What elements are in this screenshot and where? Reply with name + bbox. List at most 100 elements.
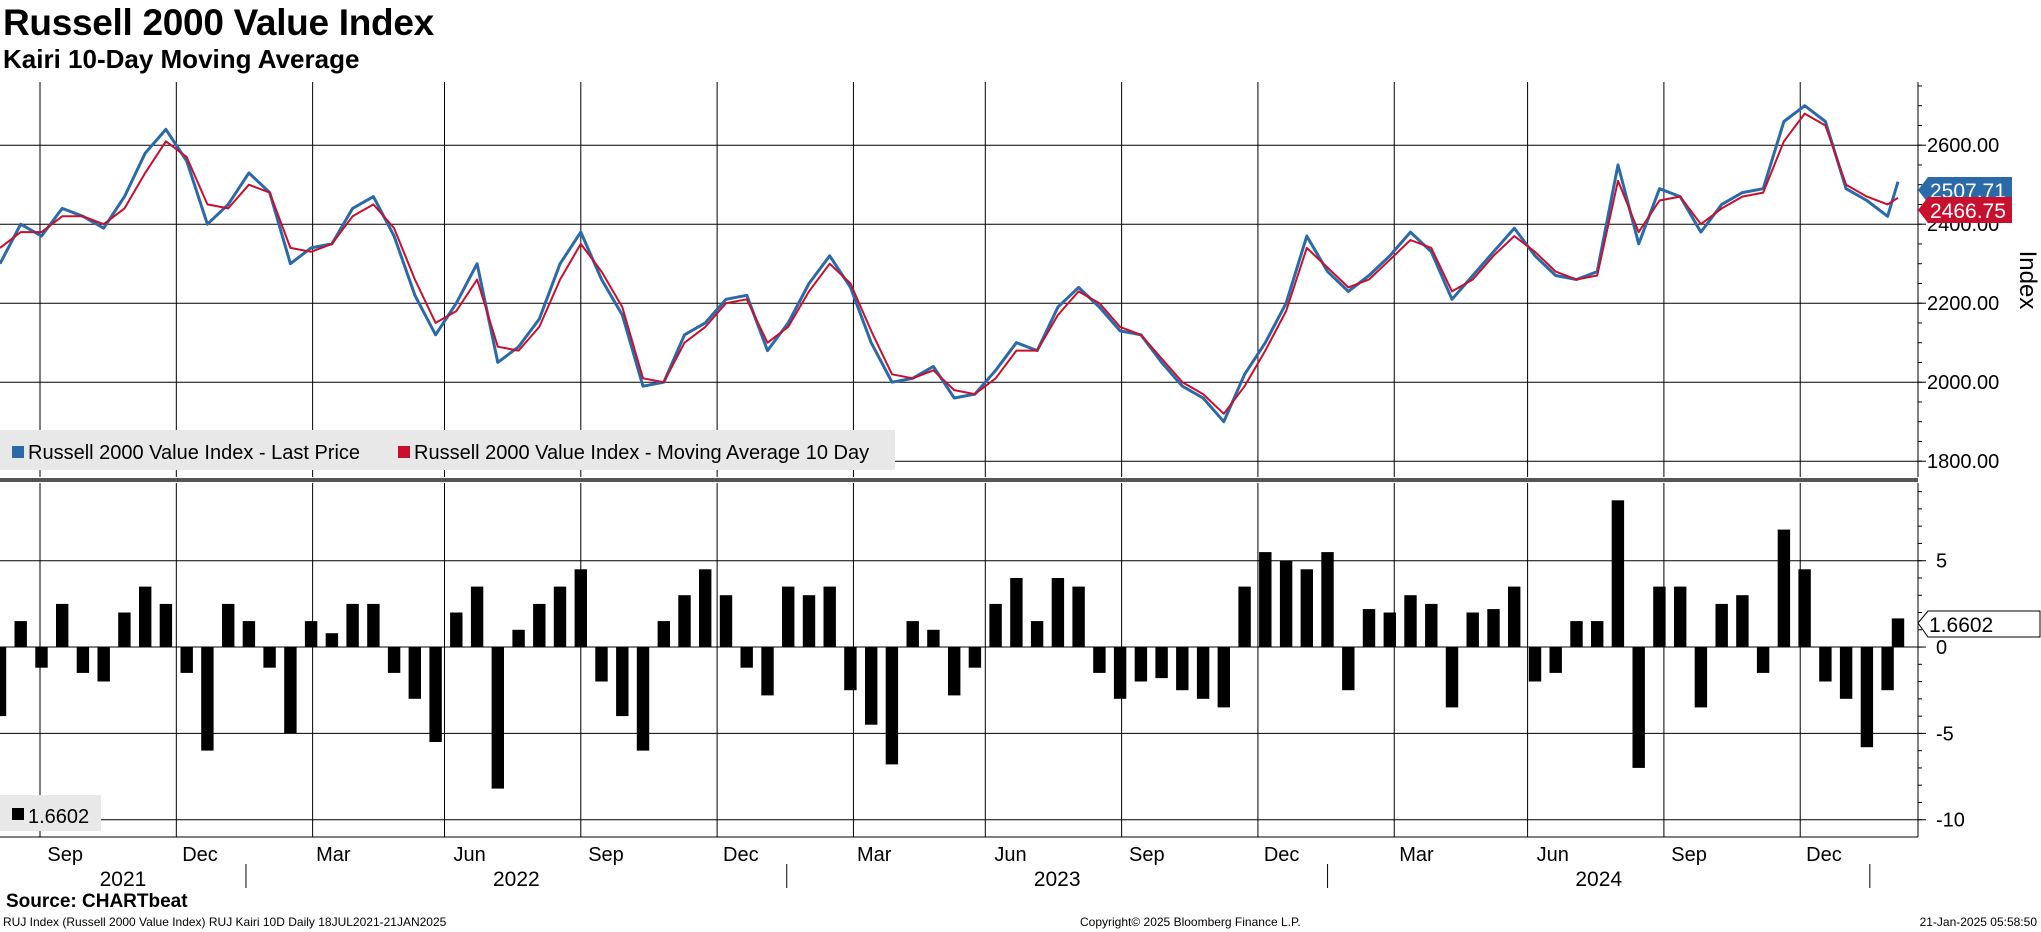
y-tick-label: 2000.00 (1927, 372, 1999, 394)
kairi-bar (761, 647, 774, 696)
kairi-bar (1155, 647, 1168, 679)
kairi-bar (636, 647, 650, 751)
kairi-bar (304, 621, 318, 647)
x-tick-label-year: 2023 (1034, 868, 1081, 891)
kairi-bar (533, 603, 546, 648)
kairi-bar (989, 603, 1002, 648)
legend-label-last-price: Russell 2000 Value Index - Last Price (28, 442, 360, 464)
kairi-bar (1383, 612, 1396, 647)
series-line-moving-average (0, 112, 1899, 415)
kairi-bar (263, 647, 276, 668)
y-tick-label: -10 (1936, 810, 1965, 832)
x-tick-label-year: 2021 (100, 868, 147, 891)
footer-security-description: RUJ Index (Russell 2000 Value Index) RUJ… (3, 915, 447, 929)
chart-title: Russell 2000 Value Index (3, 2, 434, 43)
kairi-bar (367, 603, 380, 648)
kairi-bar (1611, 500, 1625, 648)
kairi-bar (56, 603, 69, 648)
x-tick-label-month: Dec (1264, 844, 1300, 866)
y-tick-label: 2200.00 (1927, 293, 1999, 315)
footer-timestamp: 21-Jan-2025 05:58:50 (1919, 915, 2037, 929)
legend-swatch-moving-average (398, 446, 410, 458)
moving-average-tag-background (1918, 197, 2012, 223)
kairi-bar (1839, 647, 1853, 699)
kairi-bar (1466, 612, 1479, 647)
kairi-bar (1508, 586, 1521, 647)
legend-swatch-kairi (12, 808, 24, 820)
kairi-bar (1342, 647, 1355, 691)
kairi-bar (1113, 647, 1127, 699)
kairi-bar (159, 603, 173, 648)
kairi-bar (1259, 552, 1272, 648)
legend-label-moving-average: Russell 2000 Value Index - Moving Averag… (414, 442, 869, 464)
kairi-bar (1010, 578, 1023, 648)
kairi-bar (201, 647, 214, 751)
kairi-bar (1591, 621, 1604, 647)
kairi-bar (0, 647, 7, 717)
series-line-last-price (0, 104, 1900, 424)
x-tick-label-month: Jun (1537, 844, 1569, 866)
kairi-value-tag-background (1917, 610, 2041, 638)
kairi-bar (1300, 569, 1313, 647)
kairi-bar (429, 647, 442, 742)
kairi-bar (242, 621, 256, 647)
kairi-bar (1694, 647, 1708, 708)
kairi-bar (927, 629, 940, 648)
kairi-bar (1756, 647, 1770, 673)
last-price-tag-background (1918, 177, 2012, 203)
x-tick-label-year: 2022 (493, 868, 540, 891)
kairi-bar (823, 586, 836, 647)
kairi-bar (1362, 609, 1376, 648)
kairi-bar (346, 603, 359, 648)
kairi-bar (1279, 560, 1293, 647)
kairi-bar (699, 569, 712, 647)
kairi-bar (1238, 586, 1251, 647)
kairi-bar (678, 595, 691, 647)
kairi-bar (491, 647, 504, 789)
kairi-bar (1072, 586, 1085, 647)
kairi-bar (118, 612, 131, 647)
kairi-bar (1196, 647, 1210, 699)
kairi-bar (1528, 647, 1542, 682)
x-tick-label-month: Sep (1129, 844, 1165, 866)
kairi-bar (719, 595, 733, 647)
kairi-bar (35, 647, 48, 668)
kairi-bar (1487, 609, 1500, 648)
y-tick-label: -5 (1936, 723, 1954, 745)
source-note: Source: CHARTbeat (6, 891, 188, 912)
kairi-bar (1217, 647, 1230, 708)
x-tick-label-year: 2024 (1575, 868, 1622, 891)
kairi-bar (76, 647, 90, 673)
kairi-bar (1860, 647, 1874, 748)
y-tick-label: 1800.00 (1927, 451, 1999, 473)
kairi-bar (1570, 621, 1583, 647)
y-tick-label: 5 (1936, 551, 1947, 573)
kairi-bar (387, 647, 401, 673)
kairi-bar (450, 612, 463, 647)
legend-background (0, 430, 895, 470)
kairi-bar (1093, 647, 1106, 673)
kairi-bar (1777, 529, 1791, 647)
kairi-bar (802, 595, 816, 647)
x-tick-label-month: Jun (994, 844, 1026, 866)
kairi-bar (865, 647, 878, 725)
kairi-bar (408, 647, 421, 699)
kairi-bar (1632, 647, 1645, 768)
kairi-bar (1030, 621, 1044, 647)
kairi-bar (844, 647, 857, 691)
kairi-value-tag: 1.6602 (1929, 614, 1993, 637)
kairi-bar (1549, 647, 1562, 673)
kairi-bar (1891, 618, 1905, 648)
kairi-bar (948, 647, 961, 696)
kairi-bar (139, 586, 152, 647)
kairi-bar (740, 647, 753, 668)
kairi-bar (1051, 578, 1065, 648)
x-tick-label-month: Mar (316, 844, 351, 866)
kairi-bar (968, 647, 982, 668)
kairi-bar (1404, 595, 1417, 647)
kairi-bar (1176, 647, 1189, 691)
kairi-bar (325, 633, 339, 647)
moving-average-tag: 2466.75 (1930, 200, 2006, 223)
y-axis-label: Index (2014, 251, 2041, 310)
x-tick-label-month: Sep (47, 844, 83, 866)
